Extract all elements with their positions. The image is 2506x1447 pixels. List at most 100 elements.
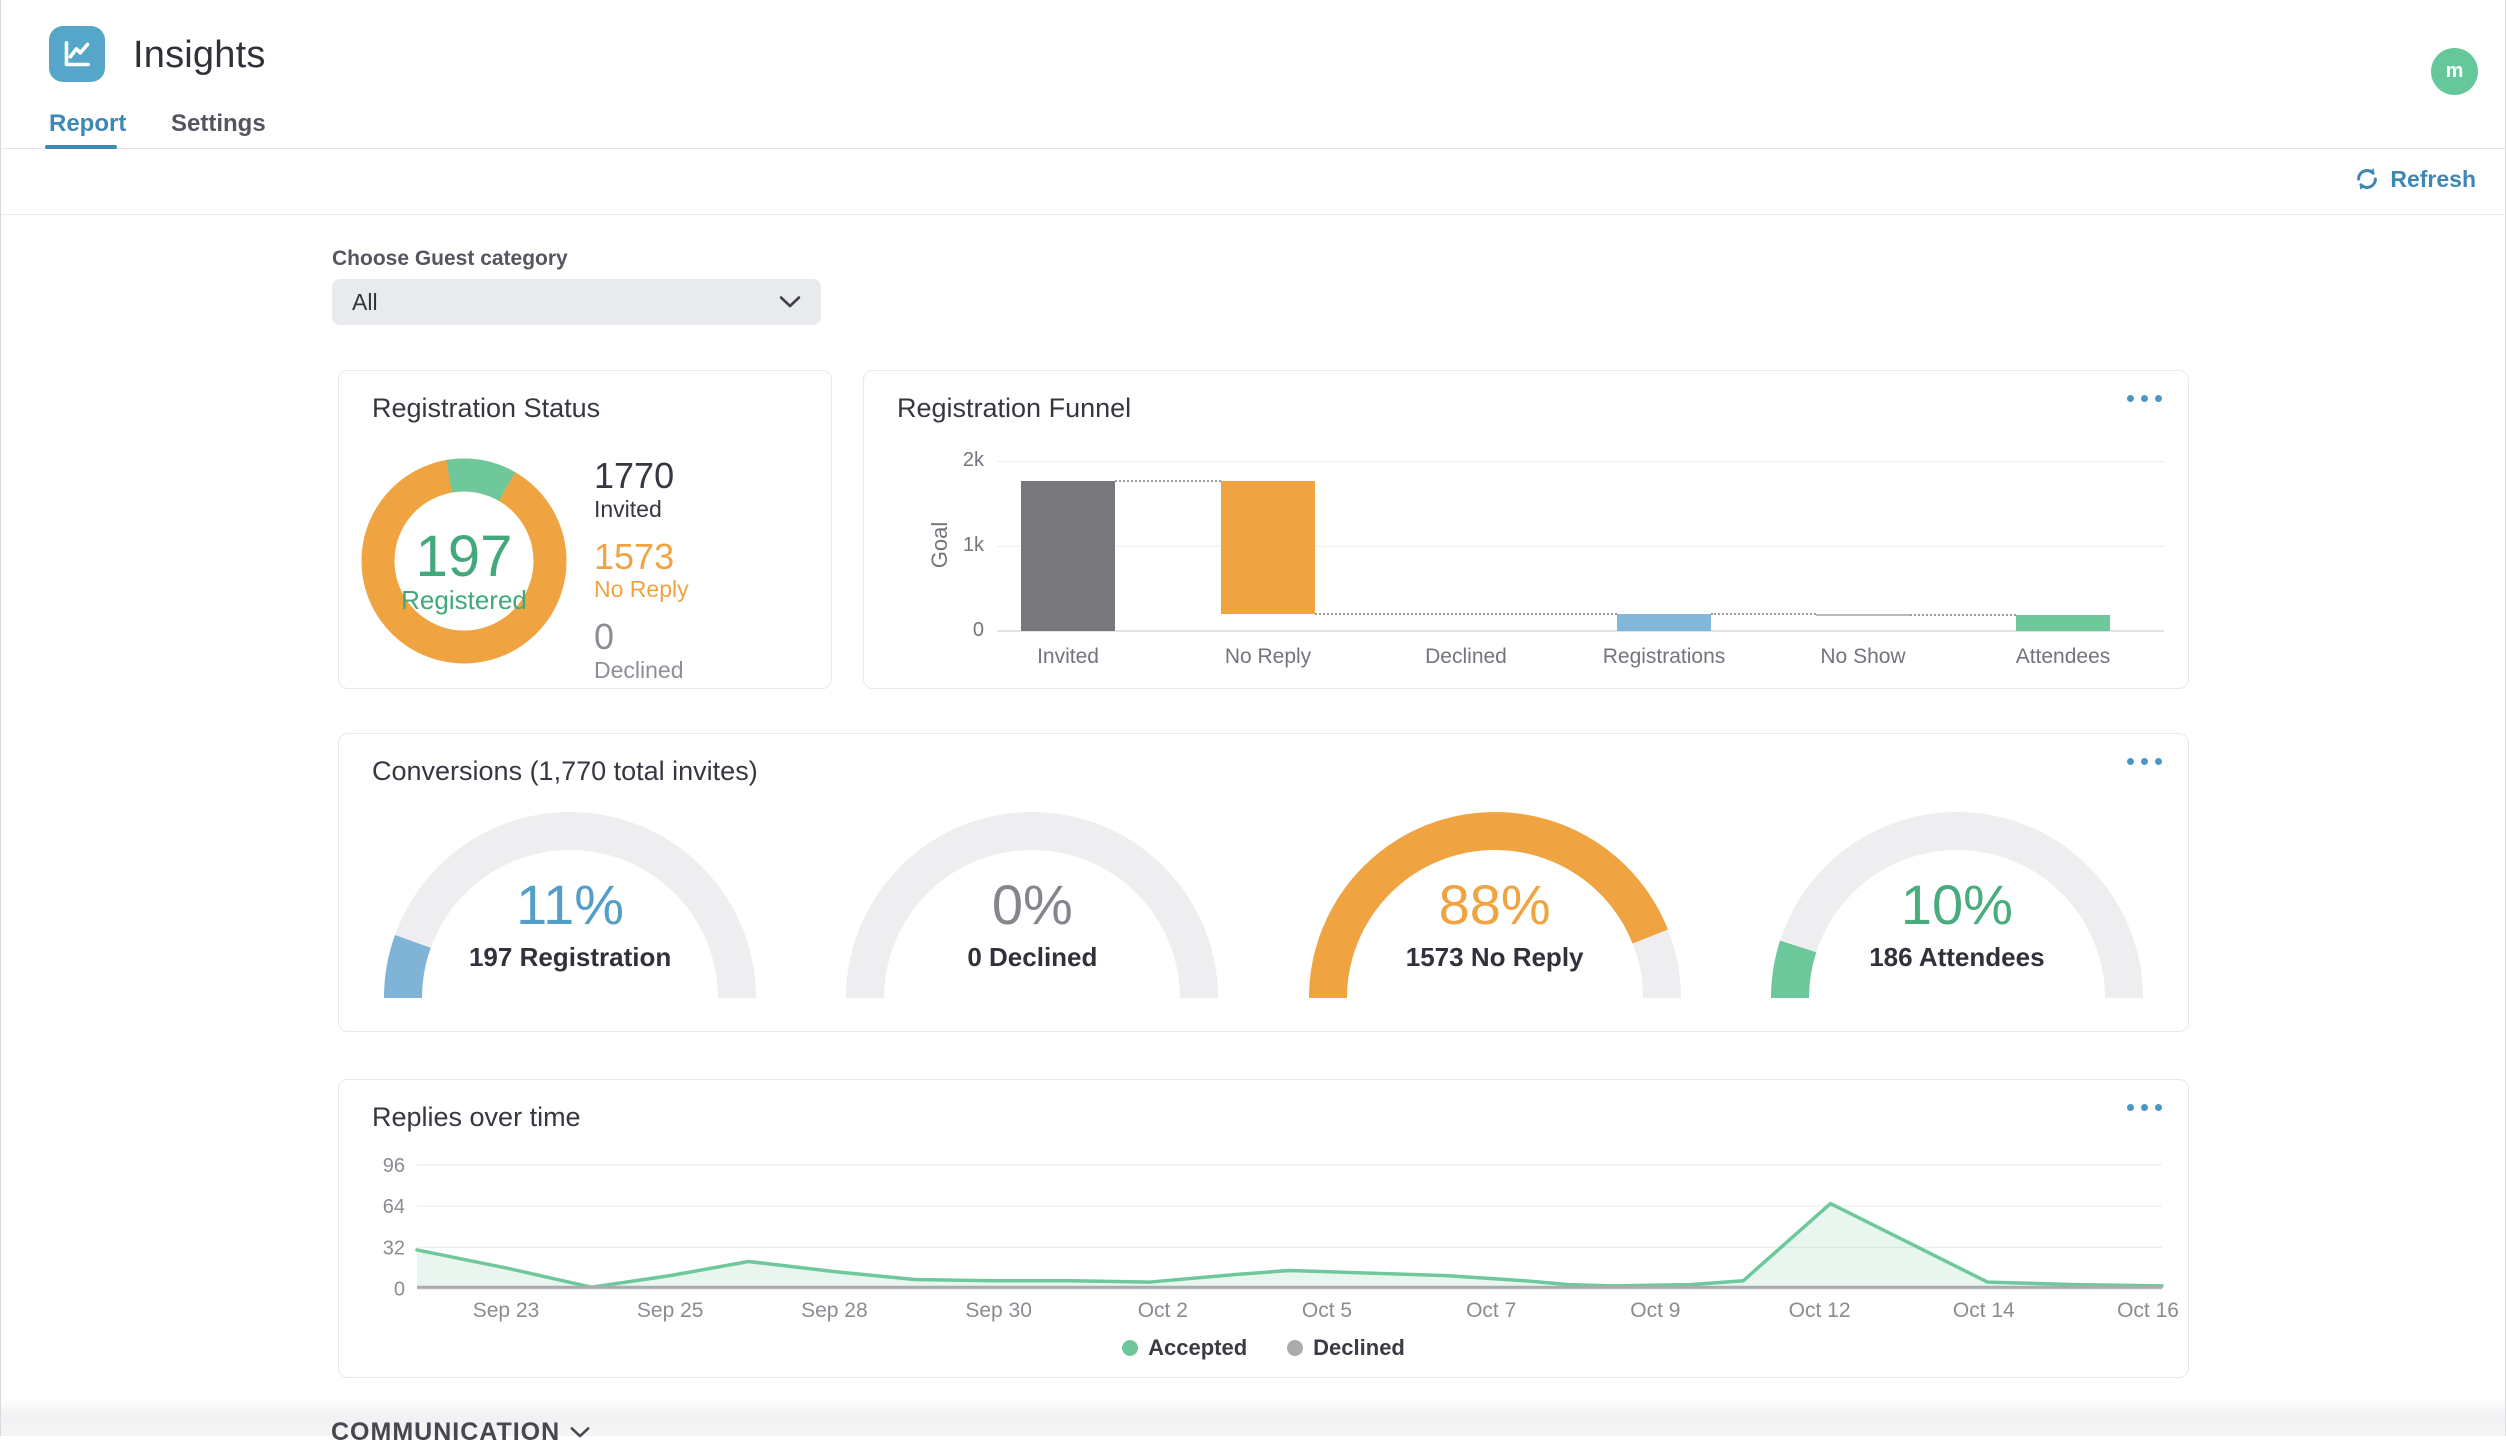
- svg-text:Sep 25: Sep 25: [637, 1299, 704, 1322]
- svg-text:Oct 12: Oct 12: [1789, 1299, 1851, 1322]
- stat-label: Declined: [594, 656, 684, 683]
- chart-legend: Accepted Declined: [339, 1335, 2188, 1361]
- funnel-bar-no-reply: [1221, 480, 1315, 615]
- stat-label: No Reply: [594, 576, 689, 603]
- funnel-chart: 0 1k 2k Goal Invited No Reply Declined Registra…: [864, 371, 2188, 688]
- page-title: Insights: [133, 34, 266, 76]
- y-tick-label: 1k: [962, 534, 984, 556]
- communication-section-strip: [1, 1398, 2505, 1436]
- waterfall-connector: [1711, 613, 1816, 616]
- y-axis-title: Goal: [927, 521, 952, 569]
- svg-text:Sep 28: Sep 28: [801, 1299, 868, 1322]
- gauge-percent: 11%: [516, 873, 625, 936]
- legend-label: Declined: [1313, 1335, 1405, 1360]
- replies-over-time-card: Replies over time 0 32 64 96 Sep 23 Sep 25 Sep…: [338, 1079, 2189, 1378]
- gridline: [997, 546, 2164, 547]
- x-axis-line: [997, 630, 2164, 632]
- declined-dot-icon: [1287, 1340, 1304, 1356]
- stat-invited: 1770 Invited: [594, 457, 689, 524]
- x-category-label: Registrations: [1602, 645, 1726, 668]
- avatar-letter: m: [2445, 60, 2464, 82]
- guest-category-value: All: [352, 288, 378, 315]
- svg-text:Oct 2: Oct 2: [1138, 1299, 1188, 1322]
- refresh-label: Refresh: [2390, 165, 2476, 192]
- card-menu-icon[interactable]: [2127, 395, 2162, 402]
- y-tick-label: 0: [972, 619, 984, 641]
- y-tick-label: 2k: [962, 449, 984, 471]
- accepted-dot-icon: [1122, 1340, 1139, 1356]
- card-title: Registration Funnel: [897, 393, 1132, 423]
- conversions-card: Conversions (1,770 total invites) 11% 197…: [338, 733, 2189, 1032]
- svg-text:64: 64: [383, 1196, 405, 1218]
- stat-label: Invited: [594, 495, 662, 522]
- gauge-arc: [1308, 812, 1681, 999]
- donut-center-label: Registered: [401, 585, 527, 615]
- gauge-2: 0% 0 Declined: [801, 734, 1263, 1031]
- svg-text:Oct 14: Oct 14: [1953, 1299, 2015, 1322]
- donut-center-value: 197: [415, 524, 513, 589]
- chevron-down-icon: [779, 296, 801, 308]
- gauge-percent: 0%: [991, 873, 1073, 936]
- tab-report[interactable]: Report: [49, 110, 127, 137]
- svg-text:Sep 23: Sep 23: [473, 1299, 540, 1322]
- stat-value: 1573: [594, 535, 675, 577]
- x-category-label: No Show: [1820, 645, 1906, 668]
- funnel-bar-registrations: [1617, 614, 1711, 631]
- guest-category-select[interactable]: All: [332, 279, 821, 325]
- funnel-bar-no-show: [1816, 614, 1910, 617]
- funnel-bar-invited: [1021, 480, 1115, 631]
- card-title: Conversions (1,770 total invites): [372, 756, 758, 786]
- conversion-gauges: 11% 197 Registration 0% 0 Declined 88% 1573 N…: [339, 734, 2188, 1031]
- x-category-label: No Reply: [1224, 645, 1312, 668]
- stat-declined: 0 Declined: [594, 618, 689, 685]
- top-header: Insights m Report Settings: [1, 0, 2505, 149]
- svg-text:96: 96: [383, 1155, 405, 1177]
- gauge-3: 88% 1573 No Reply: [1264, 734, 1726, 1031]
- waterfall-connector: [1315, 613, 1617, 616]
- card-title: Replies over time: [372, 1102, 581, 1132]
- card-menu-icon[interactable]: [2127, 758, 2162, 765]
- svg-text:32: 32: [383, 1237, 405, 1259]
- gauge-1: 11% 197 Registration: [339, 734, 801, 1031]
- refresh-button[interactable]: Refresh: [2353, 165, 2476, 193]
- svg-text:Oct 9: Oct 9: [1630, 1299, 1680, 1322]
- gauge-label: 197 Registration: [468, 942, 672, 972]
- gauge-percent: 88%: [1438, 873, 1551, 936]
- gauge-label: 1573 No Reply: [1405, 942, 1584, 972]
- tab-settings[interactable]: Settings: [171, 110, 266, 137]
- x-category-label: Attendees: [2015, 645, 2111, 668]
- stat-value: 1770: [594, 455, 675, 496]
- user-avatar[interactable]: m: [2431, 48, 2478, 95]
- guest-category-label: Choose Guest category: [332, 247, 568, 270]
- registration-status-card: Registration Status 197 Registered 1770 …: [338, 370, 832, 689]
- stat-value: 0: [594, 616, 615, 658]
- svg-text:Oct 7: Oct 7: [1466, 1299, 1516, 1322]
- gauge-label: 186 Attendees: [1869, 942, 2045, 972]
- section-title: COMMUNICATION: [331, 1418, 561, 1446]
- registration-funnel-card: Registration Funnel 0 1k 2k Goal Invited No R…: [863, 370, 2189, 689]
- svg-text:0: 0: [394, 1279, 405, 1301]
- legend-label: Accepted: [1148, 1335, 1248, 1360]
- gauge-label: 0 Declined: [967, 942, 1098, 972]
- gauge-arc: [1770, 812, 2143, 999]
- waterfall-connector: [1115, 479, 1221, 482]
- gauge-4: 10% 186 Attendees: [1726, 734, 2188, 1031]
- report-toolbar: Refresh: [1, 149, 2505, 215]
- gauge-percent: 10%: [1900, 873, 2013, 936]
- insights-app-icon: [49, 26, 105, 82]
- stat-no-reply: 1573 No Reply: [594, 535, 689, 605]
- x-category-label: Declined: [1425, 645, 1507, 668]
- communication-section-header[interactable]: COMMUNICATION: [331, 1418, 590, 1447]
- active-tab-underline: [45, 145, 117, 149]
- chevron-down-icon: [570, 1427, 590, 1438]
- gridline: [997, 461, 2164, 462]
- card-menu-icon[interactable]: [2127, 1104, 2162, 1111]
- card-title: Registration Status: [372, 393, 601, 423]
- svg-text:Oct 16: Oct 16: [2117, 1299, 2179, 1322]
- status-stats: 1770 Invited 1573 No Reply 0 Declined: [594, 457, 689, 685]
- legend-item-declined[interactable]: Declined: [1287, 1335, 1405, 1361]
- legend-item-accepted[interactable]: Accepted: [1122, 1335, 1247, 1361]
- line-chart-icon: [64, 40, 91, 67]
- donut-chart-svg: [361, 458, 567, 664]
